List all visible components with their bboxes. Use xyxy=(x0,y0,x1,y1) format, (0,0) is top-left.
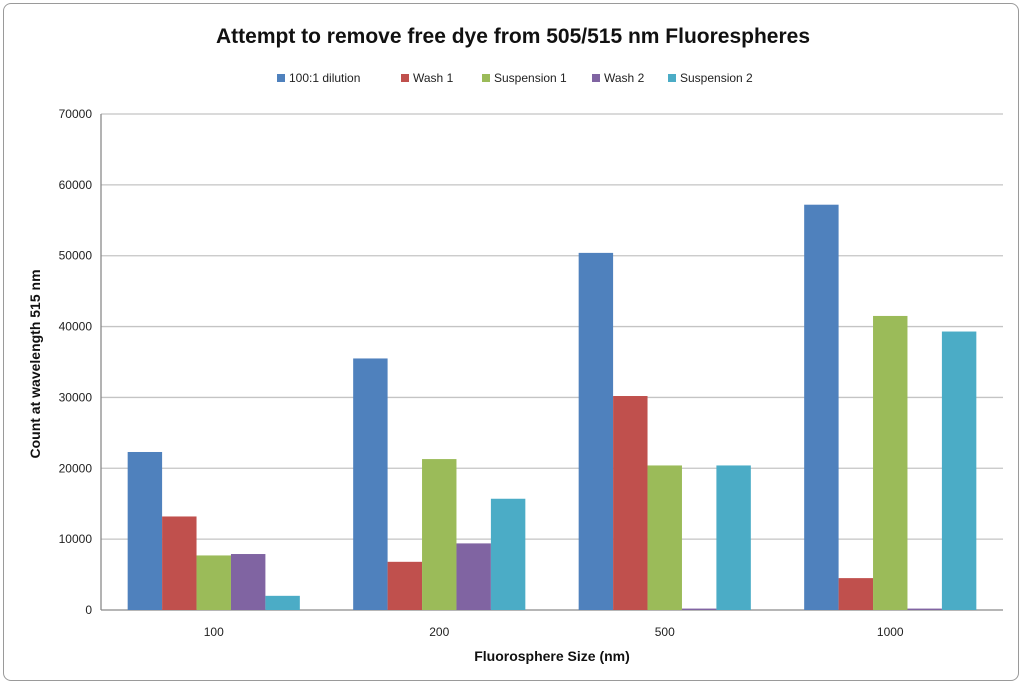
x-axis-label: Fluorosphere Size (nm) xyxy=(474,648,630,664)
x-tick-label: 1000 xyxy=(877,625,904,639)
bar xyxy=(941,331,977,610)
bars xyxy=(127,204,977,610)
legend-swatch xyxy=(592,74,600,82)
legend-swatch xyxy=(482,74,490,82)
legend-swatch xyxy=(668,74,676,82)
bar xyxy=(907,608,942,610)
bar xyxy=(716,465,751,610)
bar xyxy=(162,516,197,610)
bar xyxy=(681,608,717,610)
bar xyxy=(873,315,908,610)
y-tick-label: 0 xyxy=(85,603,92,617)
bar xyxy=(490,498,526,610)
x-tick-label: 500 xyxy=(655,625,675,639)
x-axis-ticks: 100 200 500 1000 xyxy=(204,625,904,639)
bar xyxy=(196,555,231,610)
bar xyxy=(456,543,491,610)
bar xyxy=(265,595,300,610)
y-tick-label: 50000 xyxy=(59,249,93,263)
chart-frame: Attempt to remove free dye from 505/515 … xyxy=(3,3,1019,681)
y-tick-label: 10000 xyxy=(59,532,93,546)
bar xyxy=(838,578,874,610)
bar xyxy=(422,459,457,610)
legend-label: Wash 2 xyxy=(604,71,645,85)
y-tick-label: 20000 xyxy=(59,461,93,475)
bar xyxy=(230,554,266,610)
bar xyxy=(353,358,388,610)
y-axis-label: Count at wavelength 515 nm xyxy=(27,269,43,458)
legend-label: Wash 1 xyxy=(413,71,454,85)
legend-swatch xyxy=(277,74,285,82)
bar-chart: Attempt to remove free dye from 505/515 … xyxy=(27,25,1003,664)
chart-title: Attempt to remove free dye from 505/515 … xyxy=(216,25,810,48)
legend-swatch xyxy=(401,74,409,82)
y-axis-ticks: 0 10000 20000 30000 40000 50000 60000 70000 xyxy=(59,107,93,617)
y-tick-label: 30000 xyxy=(59,390,93,404)
bar xyxy=(127,451,163,610)
legend-label: Suspension 1 xyxy=(494,71,567,85)
y-tick-label: 60000 xyxy=(59,178,93,192)
legend-label: 100:1 dilution xyxy=(289,71,360,85)
legend-label: Suspension 2 xyxy=(680,71,753,85)
bar xyxy=(804,204,839,610)
y-tick-label: 70000 xyxy=(59,107,93,121)
bar xyxy=(647,465,682,610)
bar xyxy=(578,252,614,610)
gridlines xyxy=(100,113,1003,611)
x-tick-label: 200 xyxy=(429,625,449,639)
y-tick-label: 40000 xyxy=(59,320,93,334)
bar xyxy=(613,396,648,610)
bar xyxy=(387,561,423,610)
x-tick-label: 100 xyxy=(204,625,224,639)
legend: 100:1 dilution Wash 1 Suspension 1 Wash 2 Su… xyxy=(277,71,753,85)
